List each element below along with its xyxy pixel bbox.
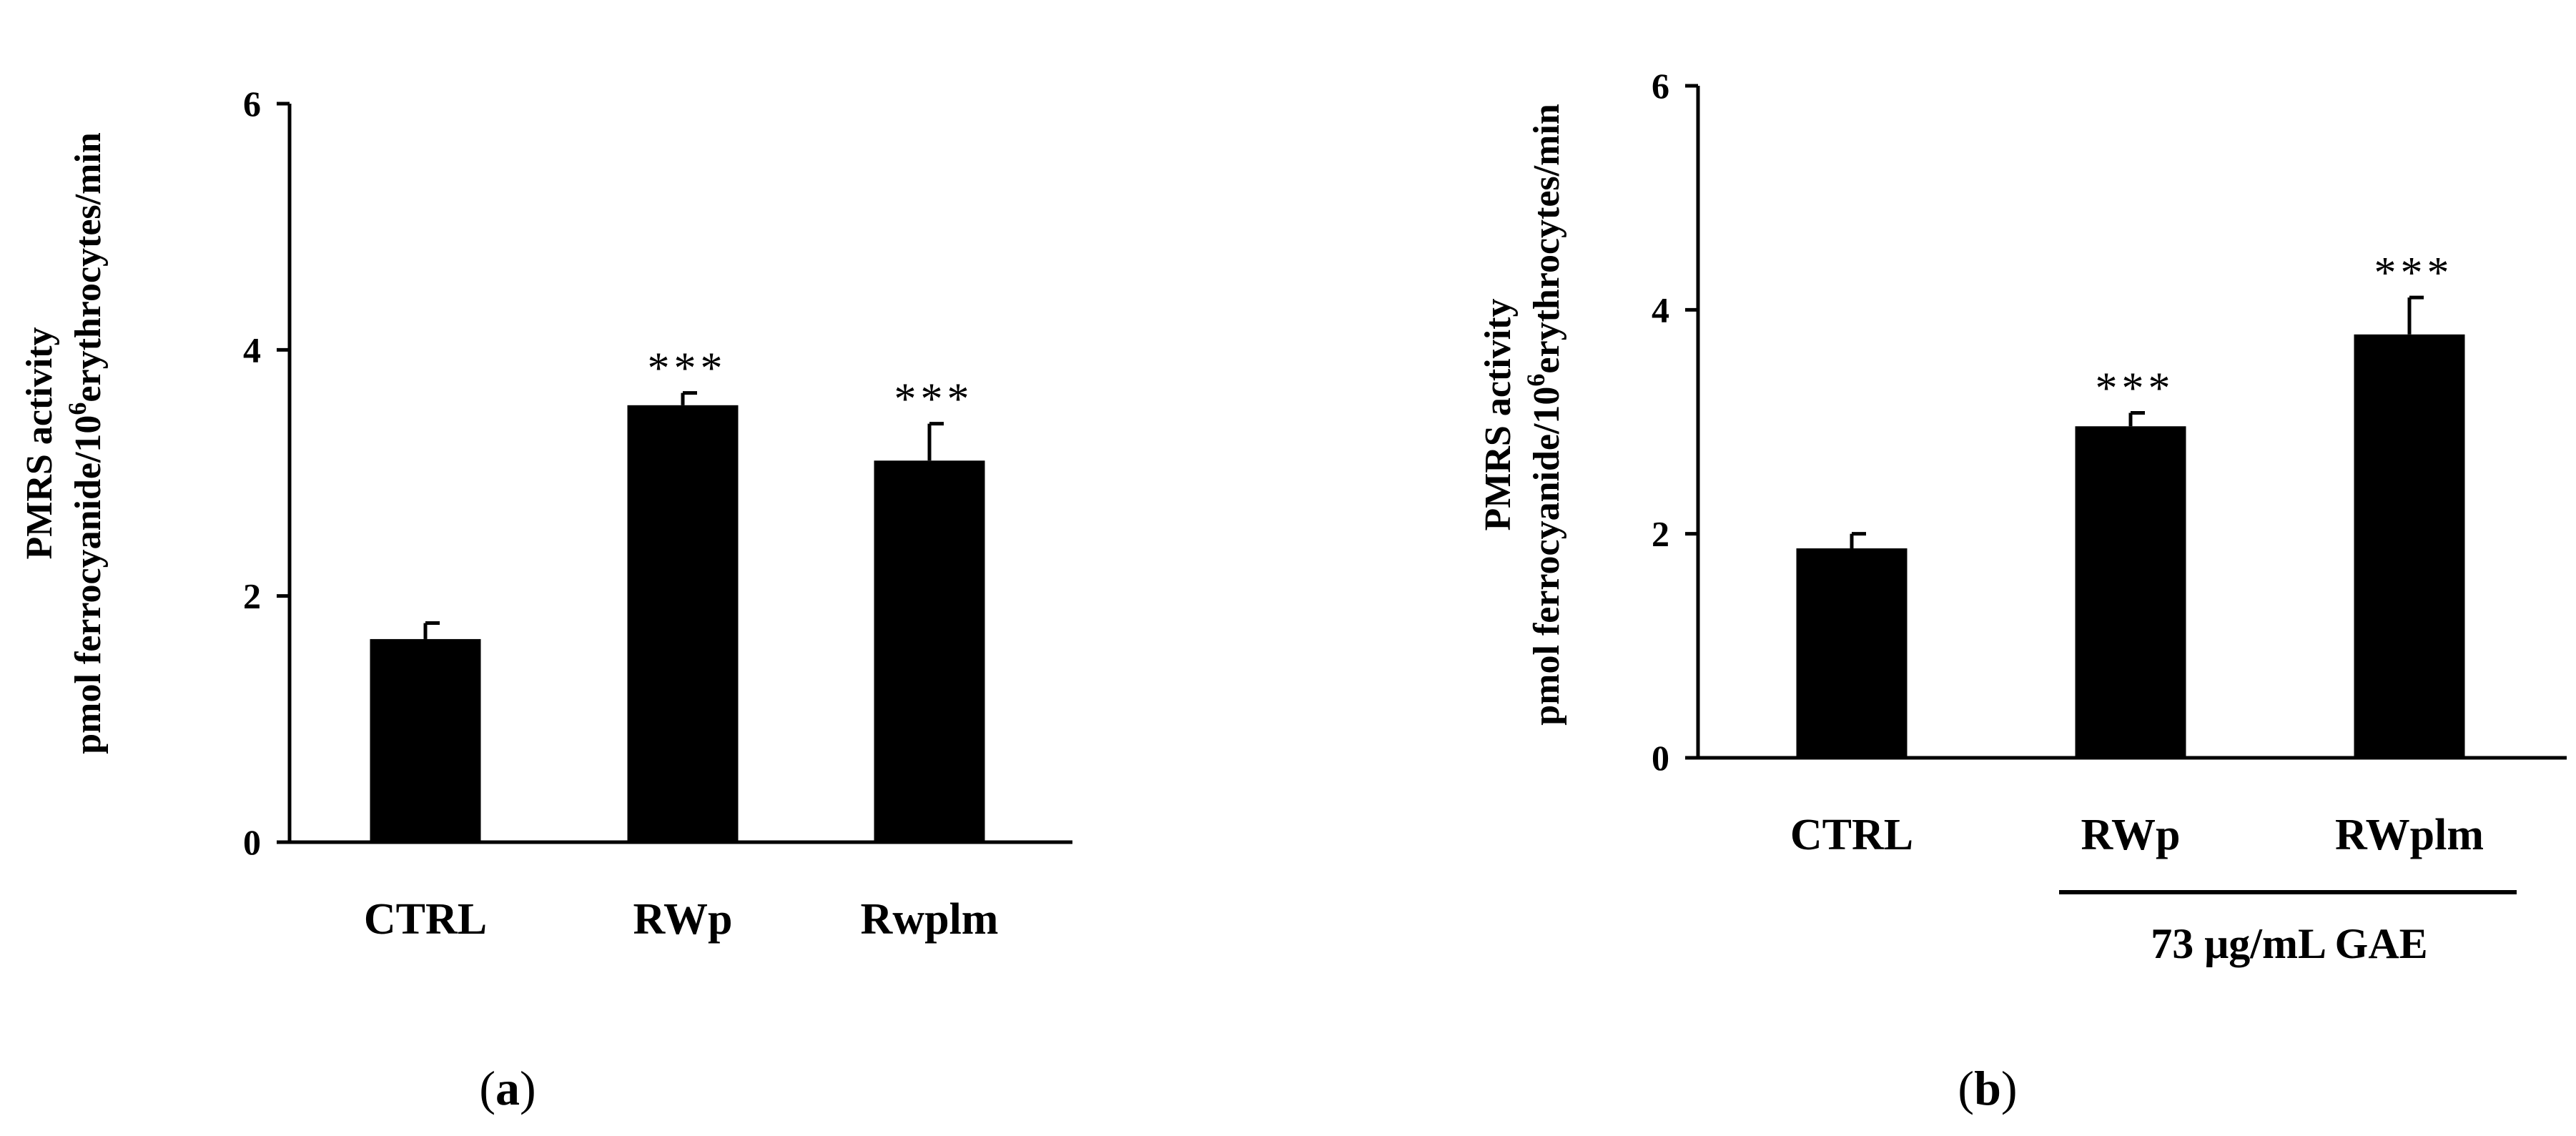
category-label: CTRL [1790,811,1913,859]
y-tick-label: 6 [243,84,261,124]
category-label: RWp [2081,811,2180,859]
y-tick-label: 0 [243,822,261,862]
bar [2075,426,2186,758]
category-label: RWplm [2335,811,2484,859]
significance-label: *** [894,375,974,424]
bar [2354,334,2465,758]
category-label: CTRL [364,895,487,944]
panel-a-label: (a) [479,1061,536,1115]
category-label: RWp [633,895,732,944]
panel-a-ylabel-line2: pmol ferrocyanide/106erythrocytes/min [63,132,109,754]
bar [1796,548,1908,758]
y-tick-label: 4 [1652,290,1669,330]
y-tick-label: 2 [1652,514,1669,554]
y-tick-label: 0 [1652,738,1669,778]
significance-label: *** [2374,249,2454,297]
panel-b-ylabel-line1: PMRS activity [1478,299,1519,531]
panel-b-ylabel-line2: pmol ferrocyanide/106erythrocytes/min [1521,104,1567,726]
significance-label: *** [2096,364,2175,413]
bar [627,405,739,842]
y-tick-label: 4 [243,330,261,370]
panel-b-bracket-label: 73 μg/mL GAE [2151,920,2427,967]
y-tick-label: 2 [243,576,261,616]
significance-label: *** [648,345,727,393]
panel-b-chart: PMRS activity pmol ferrocyanide/106eryth… [1478,66,2567,1115]
y-tick-label: 6 [1652,66,1669,106]
panel-a-chart: PMRS activity pmol ferrocyanide/106eryth… [19,84,1072,1115]
bar [370,638,481,842]
panel-a-ylabel-line1: PMRS activity [19,327,60,560]
category-label: Rwplm [861,895,999,944]
panel-b-label: (b) [1958,1061,2017,1115]
bar [874,460,985,842]
